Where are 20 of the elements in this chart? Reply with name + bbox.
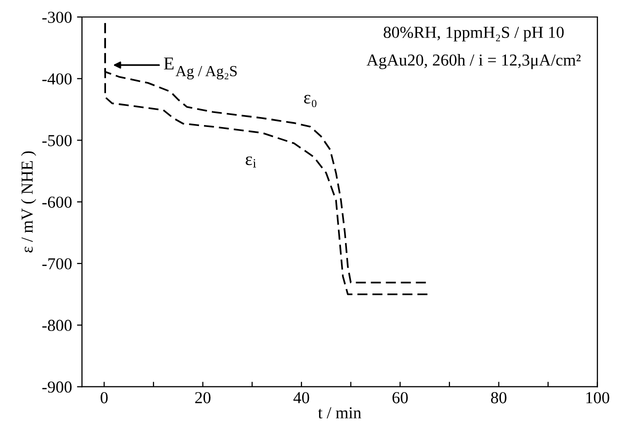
x-tick-label: 0 (100, 392, 108, 404)
x-tick-label: 40 (293, 392, 310, 404)
y-tick-label: -800 (42, 320, 72, 332)
annotation: 80%RH, 1ppmH₂S / pH 10 (384, 26, 564, 42)
y-tick-label: -500 (42, 134, 72, 146)
x-tick-label: 80 (491, 392, 506, 404)
y-tick-label: -900 (42, 381, 72, 393)
series-label: ε$_{i}$ (246, 156, 256, 168)
x-tick-label: 60 (392, 392, 408, 404)
y-tick-label: -400 (42, 73, 72, 85)
y-tick-label: -600 (42, 196, 72, 208)
annotation: EAg / Ag₂S (164, 58, 237, 80)
y-axis-title: ε / mV ( NHE ) (21, 151, 36, 252)
y-tick-label: -300 (42, 12, 72, 23)
x-tick-label: 100 (586, 392, 610, 404)
x-tick-label: 20 (195, 392, 211, 404)
series-label: ε₀ (304, 94, 316, 108)
x-axis-title: t / min (318, 407, 362, 418)
y-tick-label: -700 (42, 258, 72, 270)
annotation: AgAu20, 260h / i = 12,3μA/cm² (366, 54, 581, 70)
